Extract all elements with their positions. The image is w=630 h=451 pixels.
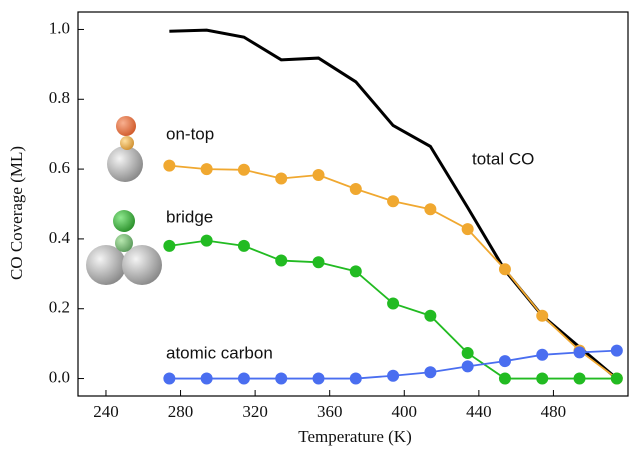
data-point [200, 234, 213, 247]
y-tick-label: 0.6 [49, 158, 70, 177]
x-tick-label: 360 [317, 402, 343, 421]
data-point [498, 263, 511, 276]
y-tick-label: 0.0 [49, 367, 70, 386]
data-point [387, 297, 400, 310]
molecule-icons [86, 116, 162, 285]
data-point [461, 223, 474, 236]
data-point [498, 372, 511, 385]
data-point [573, 372, 586, 385]
data-point [237, 372, 250, 385]
data-point [312, 372, 325, 385]
data-point [387, 195, 400, 208]
series-label: on-top [166, 124, 214, 143]
data-point [424, 203, 437, 216]
series-label: atomic carbon [166, 343, 273, 362]
data-point [349, 182, 362, 195]
data-point [163, 159, 176, 172]
x-tick-label: 240 [93, 402, 119, 421]
data-point [349, 372, 362, 385]
data-point [163, 372, 176, 385]
plot-frame [77, 11, 629, 397]
data-point [237, 163, 250, 176]
y-tick-label: 0.8 [49, 88, 70, 107]
y-axis-title: CO Coverage (ML) [7, 146, 26, 280]
data-point [200, 163, 213, 176]
data-point [610, 372, 623, 385]
data-point [461, 347, 474, 360]
data-point [536, 348, 549, 361]
data-point [275, 172, 288, 185]
y-tick-label: 1.0 [49, 18, 70, 37]
x-tick-label: 440 [466, 402, 492, 421]
data-point [536, 309, 549, 322]
series-label: total CO [472, 149, 534, 168]
data-point [610, 344, 623, 357]
y-tick-label: 0.4 [49, 228, 71, 247]
data-point [275, 372, 288, 385]
data-point [536, 372, 549, 385]
data-point [275, 254, 288, 267]
data-point [312, 169, 325, 182]
data-point [237, 239, 250, 252]
data-point [498, 355, 511, 368]
x-tick-label: 400 [392, 402, 418, 421]
data-point [573, 346, 586, 359]
y-tick-label: 0.2 [49, 298, 70, 317]
data-point [163, 239, 176, 252]
data-point [424, 309, 437, 322]
data-point [461, 360, 474, 373]
data-point [200, 372, 213, 385]
data-point [312, 256, 325, 269]
data-point [424, 366, 437, 379]
data-point [387, 369, 400, 382]
x-tick-label: 480 [541, 402, 567, 421]
x-tick-label: 280 [168, 402, 194, 421]
x-axis-title: Temperature (K) [298, 427, 412, 446]
data-point [349, 265, 362, 278]
series-label: bridge [166, 207, 213, 226]
x-tick-label: 320 [242, 402, 268, 421]
